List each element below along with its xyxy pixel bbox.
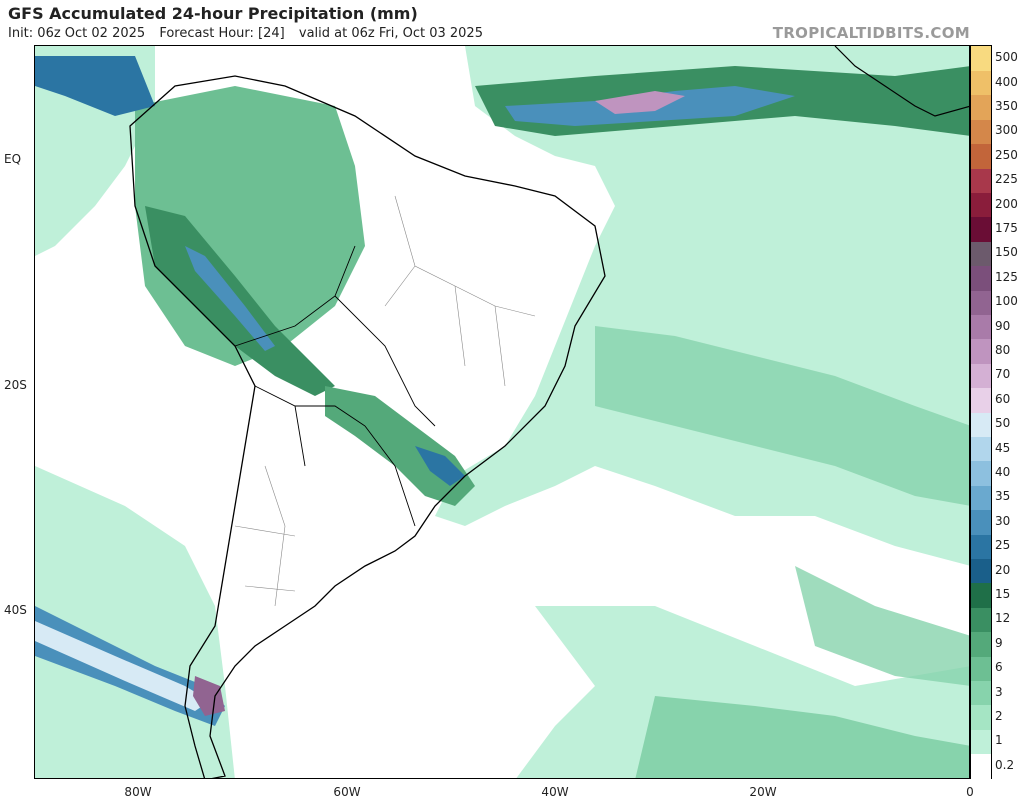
legend-swatch (971, 582, 991, 608)
legend-swatch (971, 143, 991, 169)
legend-label: 70 (995, 367, 1011, 382)
legend-swatch (971, 119, 991, 145)
legend-swatch (971, 338, 991, 364)
legend-label: 200 (995, 196, 1018, 211)
legend-swatch (971, 192, 991, 218)
precipitation-map (34, 45, 970, 779)
lat-label-20s: 20S (4, 378, 27, 392)
legend-label: 12 (995, 611, 1011, 626)
itcz-max (595, 91, 685, 114)
legend-label: 100 (995, 294, 1018, 309)
africa-outline (834, 46, 969, 117)
legend-swatch (971, 534, 991, 559)
legend-swatch (971, 168, 991, 193)
legend-swatch (971, 70, 991, 96)
legend-label: 175 (995, 221, 1018, 235)
legend-label: 60 (995, 391, 1011, 406)
legend-swatch (971, 680, 991, 706)
legend-swatch (971, 387, 991, 413)
legend-label: 30 (995, 513, 1011, 528)
legend-swatch (971, 46, 991, 71)
legend-label: 15 (995, 587, 1011, 601)
init-time: Init: 06z Oct 02 2025 (8, 26, 146, 41)
lon-label-0: 0 (966, 785, 974, 799)
legend-label: 1 (995, 733, 1003, 748)
brand-watermark: TROPICALTIDBITS.COM (772, 24, 970, 42)
patagonia-max (193, 676, 225, 716)
south-america-outline (129, 75, 606, 778)
legend-swatch (971, 485, 991, 511)
southeast-band-medium (795, 566, 969, 686)
lon-label-40w: 40W (541, 785, 569, 799)
legend-swatch (971, 753, 991, 779)
legend-label: 35 (995, 489, 1011, 504)
map-subtitle: Init: 06z Oct 02 2025 Forecast Hour: [24… (8, 26, 493, 41)
legend-swatch (971, 704, 991, 730)
precipitation-field (35, 46, 969, 778)
color-legend: 0.2 1 2 3 6 9 12 15 20 25 30 35 40 45 50 60 70 80 90 100 125… (970, 45, 1018, 779)
legend-swatch (971, 607, 991, 633)
south-brazil-core (415, 446, 465, 486)
legend-swatch (971, 558, 991, 584)
legend-label: 45 (995, 440, 1011, 455)
legend-label: 20 (995, 562, 1011, 577)
legend-swatch (971, 290, 991, 315)
legend-label: 150 (995, 245, 1018, 260)
legend-swatch (971, 314, 991, 340)
country-borders (234, 245, 436, 527)
legend-label: 40 (995, 465, 1011, 479)
legend-label: 250 (995, 147, 1018, 162)
lat-label-eq: EQ (4, 152, 22, 166)
lon-label-60w: 60W (333, 785, 361, 799)
legend-swatch (971, 436, 991, 462)
legend-swatch (971, 216, 991, 242)
legend-label: 350 (995, 99, 1018, 113)
valid-time: valid at 06z Fri, Oct 03 2025 (298, 26, 483, 41)
legend-swatch (971, 241, 991, 267)
map-title: GFS Accumulated 24-hour Precipitation (m… (8, 4, 418, 23)
patagonia-core (35, 621, 210, 711)
northwest-band (35, 56, 155, 116)
legend-label: 90 (995, 318, 1011, 333)
andes-blue (185, 246, 275, 351)
legend-label: 0.2 (995, 757, 1015, 772)
south-atlantic-band-medium (635, 696, 969, 778)
legend-label: 80 (995, 343, 1011, 357)
legend-label: 2 (995, 709, 1003, 723)
legend-swatch (971, 631, 991, 657)
lon-label-20w: 20W (749, 785, 777, 799)
legend-label: 500 (995, 50, 1018, 65)
legend-swatch (971, 363, 991, 389)
legend-label: 125 (995, 269, 1018, 284)
legend-label: 225 (995, 172, 1018, 187)
state-borders (234, 195, 536, 607)
legend-swatch (971, 265, 991, 291)
legend-label: 300 (995, 123, 1018, 138)
legend-label: 50 (995, 416, 1011, 431)
legend-label: 9 (995, 635, 1003, 650)
atlantic-band-medium (595, 326, 969, 506)
lat-label-40s: 40S (4, 603, 27, 617)
forecast-hour: Forecast Hour: [24] (159, 26, 285, 41)
lon-label-80w: 80W (124, 785, 152, 799)
legend-swatch (971, 460, 991, 486)
legend-label: 3 (995, 684, 1003, 699)
legend-swatch (971, 94, 991, 120)
legend-label: 400 (995, 74, 1018, 89)
legend-label: 25 (995, 538, 1011, 553)
legend-swatch (971, 509, 991, 535)
legend-label: 6 (995, 660, 1003, 675)
legend-swatch (971, 656, 991, 681)
legend-swatch (971, 412, 991, 437)
legend-swatch (971, 729, 991, 755)
